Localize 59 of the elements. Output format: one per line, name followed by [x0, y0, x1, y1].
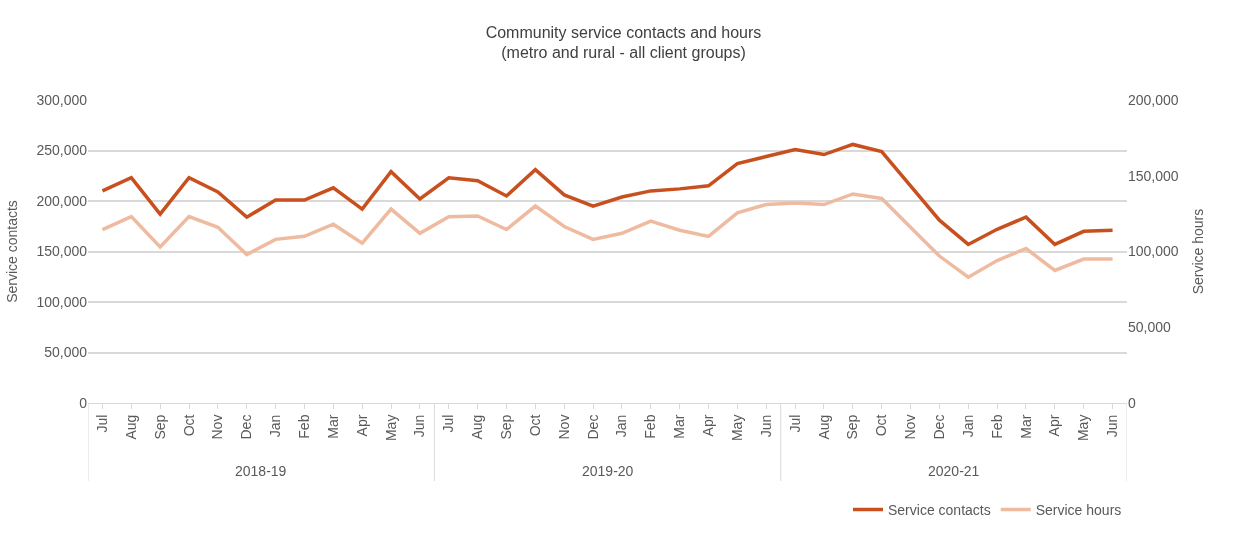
x-tick-label: Nov — [555, 414, 572, 440]
x-tick-label: Apr — [353, 414, 370, 437]
y-tick-label: 50,000 — [44, 344, 88, 361]
legend-label: Service hours — [1035, 501, 1122, 518]
text: 2020-21 — [928, 463, 980, 479]
y-tick-label: 0 — [79, 394, 88, 411]
x-tick-label: Jul — [440, 414, 457, 433]
x-tick-label: Dec — [238, 414, 255, 440]
y-axis-title: Service contacts — [3, 200, 20, 303]
x-tick-label: Jun — [1104, 414, 1121, 438]
x-tick-label: Apr — [700, 414, 717, 437]
x-tick-label: Jul — [786, 414, 803, 433]
y2-tick-label: 50,000 — [1128, 319, 1172, 336]
x-tick-label: Nov — [209, 414, 226, 440]
x-tick-label: May — [1075, 414, 1092, 442]
x-tick-label: Mar — [671, 414, 688, 439]
y-tick-label: 250,000 — [36, 142, 88, 159]
x-tick-label: Aug — [815, 414, 832, 440]
x-tick-label: Jan — [267, 414, 284, 438]
y-tick-label: 150,000 — [36, 243, 88, 260]
y2-tick-label: 0 — [1128, 394, 1136, 411]
x-tick-label: May — [382, 414, 399, 442]
x-tick-label: Jul — [93, 414, 110, 433]
y-tick-label: 300,000 — [36, 91, 88, 108]
x-tick-label: Aug — [469, 414, 486, 440]
x-tick-label: Dec — [930, 414, 947, 440]
x-tick-label: May — [728, 414, 745, 442]
text: 2018-19 — [235, 463, 287, 479]
x-tick-label: Jan — [613, 414, 630, 438]
x-tick-label: Jan — [959, 414, 976, 438]
x-tick-label: Sep — [151, 414, 168, 440]
chart-title: Community service contacts and hours — [485, 23, 762, 41]
x-tick-label: Oct — [526, 414, 543, 437]
line-series — [100, 192, 1115, 280]
line-series — [100, 142, 1115, 247]
x-tick-label: Feb — [642, 414, 659, 439]
x-tick-label: Jun — [411, 414, 428, 438]
x-tick-label: Nov — [902, 414, 919, 440]
x-tick-label: Sep — [844, 414, 861, 440]
legend-label: Service contacts — [888, 501, 991, 518]
x-tick-label: Oct — [873, 414, 890, 437]
x-tick-label: Feb — [296, 414, 313, 439]
x-tick-label: Mar — [1017, 414, 1034, 439]
y2-tick-label: 150,000 — [1128, 167, 1179, 184]
x-tick-label: Oct — [180, 414, 197, 437]
text: 2019-20 — [582, 463, 634, 479]
y2-tick-label: 200,000 — [1128, 91, 1179, 108]
x-tick-label: Dec — [584, 414, 601, 440]
x-tick-label: Sep — [498, 414, 515, 440]
y2-axis-title: Service hours — [1190, 208, 1207, 295]
y-tick-label: 100,000 — [36, 293, 88, 310]
x-tick-label: Feb — [988, 414, 1005, 439]
x-tick-label: Apr — [1046, 414, 1063, 437]
x-tick-label: Jun — [757, 414, 774, 438]
chart-subtitle: (metro and rural - all client groups) — [501, 44, 746, 62]
y-tick-label: 200,000 — [36, 192, 88, 209]
y2-tick-label: 100,000 — [1128, 243, 1179, 260]
x-tick-label: Aug — [122, 414, 139, 440]
x-tick-label: Mar — [324, 414, 341, 439]
